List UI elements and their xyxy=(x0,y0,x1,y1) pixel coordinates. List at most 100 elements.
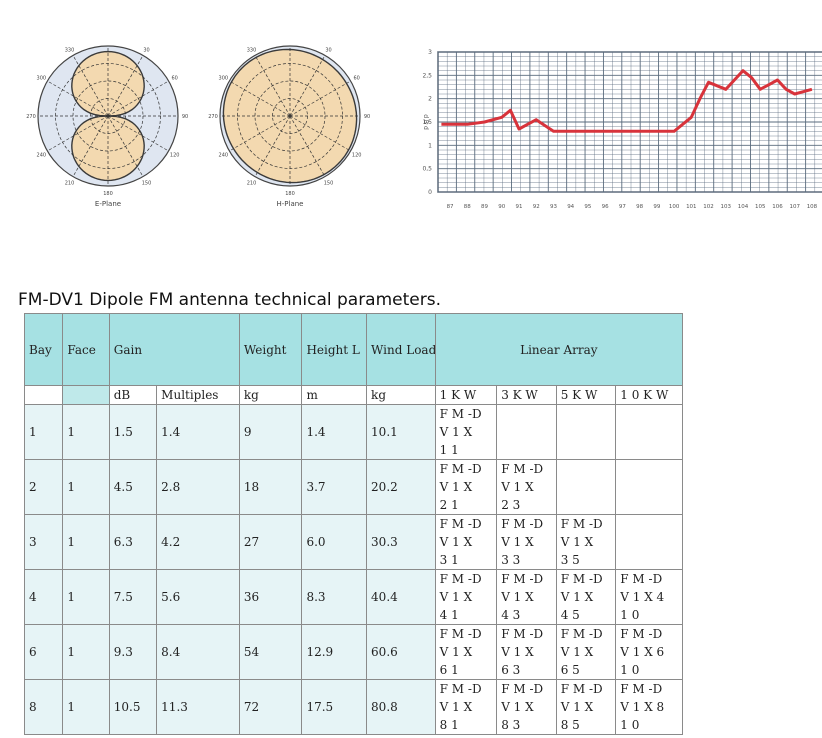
model-line: F M -D xyxy=(440,515,493,533)
polar-tick-label: 180 xyxy=(285,191,295,197)
model-line: F M -D xyxy=(501,460,552,478)
polar-tick-label: 30 xyxy=(143,47,149,53)
model-line: F M -D xyxy=(620,625,678,643)
cell-mult: 1.4 xyxy=(157,405,240,460)
cell-model-m1: F M -D V 1 X8 1 xyxy=(435,680,497,735)
polar-tick-label: 300 xyxy=(37,76,47,82)
polar-tick-label: 300 xyxy=(219,76,229,82)
cell-m: 6.0 xyxy=(302,515,367,570)
model-line: F M -D xyxy=(561,680,612,698)
x-tick-label: 101 xyxy=(686,204,697,210)
x-tick-label: 103 xyxy=(721,204,732,210)
model-line: 1 1 xyxy=(440,441,493,459)
model-line: V 1 X xyxy=(501,643,552,661)
x-tick-label: 91 xyxy=(515,204,522,210)
model-line: 6 1 xyxy=(440,661,493,679)
cell-db: 7.5 xyxy=(109,570,156,625)
unit-row: dB Multiples kg m kg 1 K W 3 K W 5 K W 1… xyxy=(25,386,683,405)
table-row: 4 1 7.5 5.6 36 8.3 40.4 F M -D V 1 X4 1F M -D V 1… xyxy=(25,570,683,625)
model-line: F M -D xyxy=(561,515,612,533)
cell-db: 10.5 xyxy=(109,680,156,735)
table-title: FM-DV1 Dipole FM antenna technical param… xyxy=(18,290,441,310)
polar-tick-label: 270 xyxy=(208,114,218,120)
polar-tick-label: 90 xyxy=(182,114,188,120)
model-line: F M -D xyxy=(440,625,493,643)
cell-wind: 20.2 xyxy=(367,460,436,515)
cell-wind: 60.6 xyxy=(367,625,436,680)
y-tick-label: 0,5 xyxy=(422,166,432,173)
cell-model-m3 xyxy=(497,405,557,460)
cell-mult: 11.3 xyxy=(157,680,240,735)
unit-10kw: 1 0 K W xyxy=(616,386,683,405)
cell-kg: 72 xyxy=(239,680,302,735)
polar-tick-label: 60 xyxy=(172,76,178,82)
cell-model-m3: F M -D V 1 X 4 3 xyxy=(497,570,557,625)
unit-multiples: Multiples xyxy=(157,386,240,405)
x-tick-label: 92 xyxy=(533,204,540,210)
polar-caption: H-Plane xyxy=(277,200,304,208)
cell-bay: 6 xyxy=(25,625,63,680)
x-tick-label: 100 xyxy=(669,204,680,210)
model-line: 6 3 xyxy=(501,661,552,679)
cell-db: 9.3 xyxy=(109,625,156,680)
polar-tick-label: 270 xyxy=(26,114,36,120)
model-line: V 1 X xyxy=(440,478,493,496)
model-line: V 1 X xyxy=(561,533,612,551)
header-bay: Bay xyxy=(25,314,63,386)
cell-face: 1 xyxy=(63,570,109,625)
polar-tick-label: 150 xyxy=(142,181,152,187)
model-line: V 1 X xyxy=(501,533,552,551)
model-line: V 1 X xyxy=(440,643,493,661)
model-line: 3 5 xyxy=(561,551,612,569)
x-tick-label: 95 xyxy=(584,204,591,210)
x-tick-label: 88 xyxy=(464,204,471,210)
unit-empty xyxy=(63,386,109,405)
model-line: 1 0 xyxy=(620,716,678,734)
cell-model-m1: F M -D V 1 X 2 1 xyxy=(435,460,497,515)
cell-model-m5 xyxy=(556,405,616,460)
cell-model-m5: F M -D V 1 X6 5 xyxy=(556,625,616,680)
cell-model-m5: F M -D V 1 X 3 5 xyxy=(556,515,616,570)
cell-m: 1.4 xyxy=(302,405,367,460)
cell-bay: 8 xyxy=(25,680,63,735)
model-line: F M -D xyxy=(440,405,493,423)
model-line: V 1 X xyxy=(561,643,612,661)
y-tick-label: 1 xyxy=(428,142,432,149)
x-tick-label: 108 xyxy=(807,204,818,210)
cell-m: 8.3 xyxy=(302,570,367,625)
header-array: Linear Array xyxy=(435,314,682,386)
header-row: Bay Face Gain Weight Height L Wind Load … xyxy=(25,314,683,386)
cell-wind: 80.8 xyxy=(367,680,436,735)
polar-tick-label: 90 xyxy=(364,114,370,120)
table-row: 6 1 9.3 8.4 54 12.9 60.6 F M -D V 1 X6 1F M -D V … xyxy=(25,625,683,680)
unit-empty xyxy=(25,386,63,405)
unit-m: m xyxy=(302,386,367,405)
cell-bay: 2 xyxy=(25,460,63,515)
model-line: 4 5 xyxy=(561,606,612,624)
polar-tick-label: 330 xyxy=(247,47,257,53)
polar-tick-label: 180 xyxy=(103,191,113,197)
x-tick-label: 97 xyxy=(619,204,626,210)
x-tick-label: 94 xyxy=(567,204,574,210)
cell-model-m5 xyxy=(556,460,616,515)
model-line: F M -D xyxy=(620,570,678,588)
cell-mult: 5.6 xyxy=(157,570,240,625)
model-line: F M -D xyxy=(561,570,612,588)
cell-kg: 54 xyxy=(239,625,302,680)
unit-kg: kg xyxy=(239,386,302,405)
cell-db: 6.3 xyxy=(109,515,156,570)
cell-kg: 27 xyxy=(239,515,302,570)
x-tick-label: 93 xyxy=(550,204,557,210)
cell-model-m10: F M -D V 1 X 81 0 xyxy=(616,680,683,735)
cell-model-m3: F M -D V 1 X2 3 xyxy=(497,460,557,515)
model-line: V 1 X xyxy=(561,698,612,716)
cell-wind: 10.1 xyxy=(367,405,436,460)
cell-face: 1 xyxy=(63,515,109,570)
cell-model-m10: F M -D V 1 X 61 0 xyxy=(616,625,683,680)
x-tick-label: 89 xyxy=(481,204,488,210)
cell-model-m10 xyxy=(616,405,683,460)
cell-model-m5: F M -D V 1 X 8 5 xyxy=(556,680,616,735)
x-tick-label: 90 xyxy=(498,204,505,210)
polar-tick-label: 120 xyxy=(170,153,180,159)
polar-tick-label: 120 xyxy=(352,153,362,159)
